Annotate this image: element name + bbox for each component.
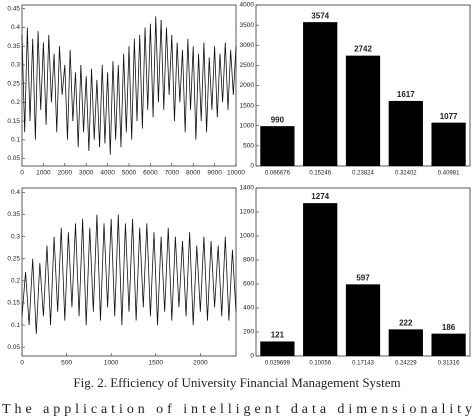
bar-value-label: 3574	[311, 11, 329, 20]
y-tick-label: 0.45	[7, 5, 20, 12]
bar-value-label: 1617	[397, 90, 415, 99]
x-tick-label: 1500	[149, 360, 164, 367]
y-tick-label: 800	[243, 257, 254, 264]
y-tick-label: 0.1	[11, 137, 20, 144]
y-tick-label: 0.15	[7, 118, 20, 125]
y-tick-label: 0.2	[11, 99, 20, 106]
y-tick-label: 0.25	[7, 255, 20, 262]
bar	[260, 341, 295, 356]
bar	[303, 22, 338, 166]
x-tick-label: 0.10056	[309, 361, 331, 367]
y-tick-label: 0.4	[11, 189, 20, 196]
y-tick-label: 0	[250, 353, 254, 360]
x-tick-label: 0.24229	[395, 361, 417, 367]
y-tick-label: 0.25	[7, 80, 20, 87]
bar-value-label: 1274	[311, 192, 329, 201]
bar	[431, 333, 466, 356]
x-tick-label: 10000	[227, 170, 245, 177]
x-tick-label: 6000	[143, 170, 158, 177]
data-line	[21, 16, 237, 155]
y-tick-label: 0.2	[11, 278, 20, 285]
y-tick-label: 2000	[240, 82, 255, 89]
y-tick-label: 0.1	[11, 322, 20, 329]
data-line	[21, 214, 237, 334]
x-tick-label: 1000	[104, 360, 119, 367]
x-tick-label: 0	[20, 360, 24, 367]
bar	[345, 284, 381, 356]
y-tick-label: 0.3	[11, 62, 20, 69]
y-tick-label: 3500	[240, 22, 255, 29]
x-tick-label: 0.066676	[265, 171, 291, 177]
x-tick-label: 0	[20, 170, 24, 177]
body-text: The application of intelligent data dime…	[2, 402, 472, 416]
y-tick-label: 1500	[240, 102, 255, 109]
bar-value-label: 1077	[440, 112, 458, 121]
x-tick-label: 8000	[186, 170, 201, 177]
x-tick-label: 9000	[207, 170, 222, 177]
y-tick-label: 600	[243, 281, 254, 288]
bar	[388, 329, 423, 356]
x-tick-label: 5000	[122, 170, 137, 177]
y-tick-label: 2500	[240, 62, 255, 69]
bar-value-label: 990	[271, 115, 285, 124]
x-tick-label: 0.15246	[309, 171, 331, 177]
y-tick-label: 0	[250, 163, 254, 170]
y-tick-label: 0.4	[11, 24, 20, 31]
caption: Fig. 2. Efficiency of University Financi…	[73, 375, 400, 390]
bar	[431, 122, 466, 166]
bar-value-label: 597	[356, 273, 370, 282]
x-tick-label: 3000	[79, 170, 94, 177]
x-tick-label: 2000	[58, 170, 73, 177]
plot-frame	[21, 4, 237, 167]
bar	[303, 203, 338, 356]
bar-value-label: 121	[271, 331, 285, 340]
x-tick-label: 0.029699	[265, 361, 291, 367]
x-tick-label: 4000	[100, 170, 115, 177]
y-tick-label: 200	[243, 329, 254, 336]
y-tick-label: 0.15	[7, 300, 20, 307]
x-tick-label: 0.40981	[438, 171, 460, 177]
x-tick-label: 7000	[165, 170, 180, 177]
y-tick-label: 1400	[240, 185, 255, 192]
y-tick-label: 0.35	[7, 211, 20, 218]
y-tick-label: 400	[243, 305, 254, 312]
x-tick-label: 0.23824	[352, 171, 374, 177]
y-tick-label: 3000	[240, 42, 255, 49]
y-tick-label: 500	[243, 143, 254, 150]
x-tick-label: 0.31316	[438, 361, 460, 367]
y-tick-label: 4000	[240, 2, 255, 9]
bar-value-label: 2742	[354, 45, 372, 54]
x-tick-label: 0.32402	[395, 171, 417, 177]
y-tick-label: 0.05	[7, 155, 20, 162]
x-tick-label: 2000	[193, 360, 208, 367]
bar-value-label: 222	[399, 318, 413, 327]
y-tick-label: 1000	[240, 122, 255, 129]
plot-frame	[21, 187, 237, 357]
y-tick-label: 0.35	[7, 43, 20, 50]
y-tick-label: 1000	[240, 233, 255, 240]
bar-value-label: 186	[442, 323, 456, 332]
bar	[388, 100, 423, 166]
x-tick-label: 0.17143	[352, 361, 374, 367]
y-tick-label: 0.3	[11, 233, 20, 240]
y-tick-label: 1200	[240, 209, 255, 216]
x-tick-label: 500	[61, 360, 72, 367]
bar	[345, 55, 381, 166]
x-tick-label: 1000	[36, 170, 51, 177]
y-tick-label: 0.05	[7, 344, 20, 351]
bar	[260, 126, 295, 166]
